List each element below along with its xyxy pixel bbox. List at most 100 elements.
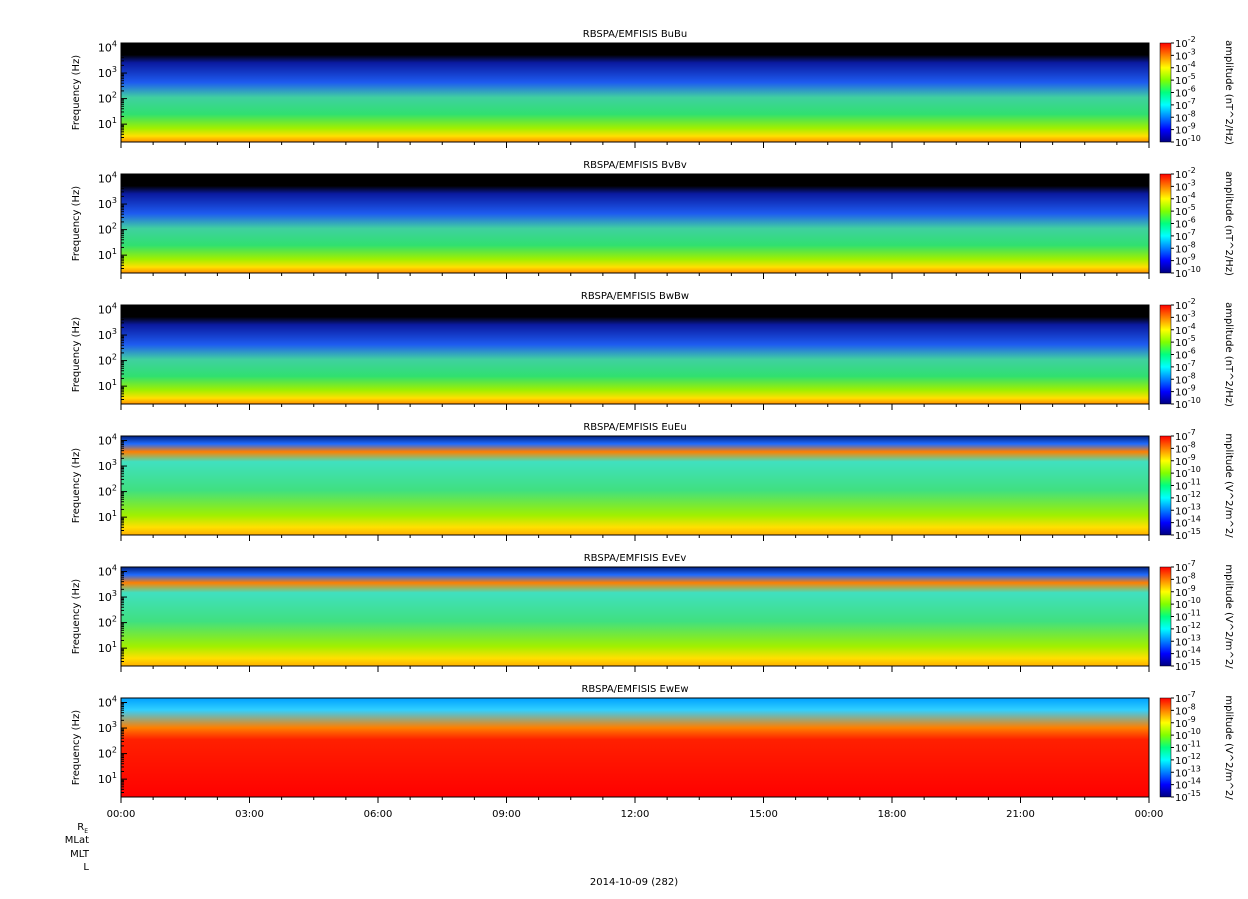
- spectrogram-image: [121, 43, 1149, 142]
- y-tick-label: 101: [98, 771, 117, 786]
- colorbar-label: mplitude (V^2/m^2/: [1223, 433, 1234, 538]
- ephemeris-label-mlat: MLat: [65, 835, 89, 846]
- ephemeris-label-mlt: MLT: [70, 849, 90, 860]
- colorbar-tick-label: 10-6: [1175, 85, 1196, 100]
- colorbar-tick-label: 10-4: [1175, 60, 1196, 75]
- colorbar-tick-label: 10-8: [1175, 571, 1196, 586]
- colorbar-tick-label: 10-9: [1175, 122, 1196, 137]
- colorbar-label: amplitude (nT^2/Hz): [1223, 40, 1234, 145]
- colorbar-tick-label: 10-7: [1175, 428, 1196, 443]
- colorbar: [1159, 697, 1172, 798]
- panel-frame: [120, 697, 1150, 798]
- colorbar-tick-label: 10-14: [1175, 646, 1201, 661]
- panel-title: RBSPA/EMFISIS BwBw: [581, 291, 689, 302]
- spectrogram-image: [121, 174, 1149, 273]
- y-tick-label: 103: [98, 458, 117, 473]
- ephemeris-label-re: RE: [77, 822, 88, 835]
- colorbar-tick-label: 10-12: [1175, 621, 1201, 636]
- y-tick-label: 104: [98, 39, 117, 54]
- colorbar-tick-label: 10-3: [1175, 47, 1196, 62]
- colorbar-label: amplitude (nT^2/Hz): [1223, 302, 1234, 407]
- panel-title: RBSPA/EMFISIS EvEv: [584, 553, 687, 564]
- panel-4: RBSPA/EMFISIS EuEu 101 102 103 104 Frequency …: [71, 422, 1234, 542]
- y-tick-label: 101: [98, 378, 117, 393]
- panel-6: RBSPA/EMFISIS EwEw 101 102 103 104 Frequency …: [71, 684, 1234, 804]
- y-tick-label: 103: [98, 196, 117, 211]
- y-tick-label: 101: [98, 509, 117, 524]
- spectrogram-image: [121, 567, 1149, 666]
- y-tick-label: 101: [98, 116, 117, 131]
- colorbar-tick-label: 10-11: [1175, 478, 1201, 493]
- colorbar-tick-label: 10-7: [1175, 228, 1196, 243]
- colorbar: [1159, 304, 1172, 405]
- colorbar-label: mplitude (V^2/m^2/: [1223, 564, 1234, 669]
- colorbar-tick-label: 10-5: [1175, 72, 1196, 87]
- colorbar-tick-label: 10-7: [1175, 690, 1196, 705]
- colorbar-tick-label: 10-10: [1175, 596, 1201, 611]
- colorbar-tick-label: 10-10: [1175, 465, 1201, 480]
- colorbar-tick-label: 10-5: [1175, 334, 1196, 349]
- colorbar-tick-label: 10-9: [1175, 453, 1196, 468]
- y-tick-label: 102: [98, 615, 117, 630]
- y-tick-label: 101: [98, 247, 117, 262]
- colorbar-tick-label: 10-3: [1175, 178, 1196, 193]
- x-tick-label: 03:00: [235, 809, 264, 820]
- colorbar-tick-label: 10-14: [1175, 777, 1201, 792]
- spectrogram-image: [121, 305, 1149, 404]
- colorbar-label: amplitude (nT^2/Hz): [1223, 171, 1234, 276]
- panel-frame: [120, 42, 1150, 143]
- y-tick-label: 102: [98, 91, 117, 106]
- colorbar-tick-label: 10-8: [1175, 702, 1196, 717]
- panel-title: RBSPA/EMFISIS EuEu: [583, 422, 686, 433]
- y-tick-label: 103: [98, 720, 117, 735]
- x-tick-label: 12:00: [621, 809, 650, 820]
- colorbar-tick-label: 10-10: [1175, 134, 1201, 149]
- y-tick-label: 102: [98, 484, 117, 499]
- colorbar-tick-label: 10-8: [1175, 109, 1196, 124]
- panel-2: RBSPA/EMFISIS BvBv 101 102 103 104 Frequency …: [71, 160, 1234, 280]
- colorbar-tick-label: 10-15: [1175, 527, 1201, 542]
- colorbar-tick-label: 10-12: [1175, 752, 1201, 767]
- y-tick-label: 102: [98, 353, 117, 368]
- panel-title: RBSPA/EMFISIS EwEw: [581, 684, 688, 695]
- y-tick-label: 104: [98, 432, 117, 447]
- x-tick-label: 18:00: [878, 809, 907, 820]
- colorbar-tick-label: 10-9: [1175, 253, 1196, 268]
- colorbar-tick-label: 10-8: [1175, 240, 1196, 255]
- colorbar-tick-label: 10-10: [1175, 396, 1201, 411]
- y-tick-label: 102: [98, 746, 117, 761]
- y-tick-label: 103: [98, 327, 117, 342]
- panel-frame: [120, 435, 1150, 536]
- panel-3: RBSPA/EMFISIS BwBw 101 102 103 104 Frequency …: [71, 291, 1234, 411]
- colorbar-tick-label: 10-4: [1175, 322, 1196, 337]
- colorbar-tick-label: 10-10: [1175, 727, 1201, 742]
- y-axis-label: Frequency (Hz): [71, 579, 82, 655]
- colorbar-tick-label: 10-11: [1175, 609, 1201, 624]
- colorbar-tick-label: 10-15: [1175, 658, 1201, 673]
- x-tick-label: 06:00: [364, 809, 393, 820]
- colorbar-tick-label: 10-12: [1175, 490, 1201, 505]
- y-axis-label: Frequency (Hz): [71, 317, 82, 393]
- colorbar-tick-label: 10-13: [1175, 633, 1201, 648]
- y-axis-label: Frequency (Hz): [71, 55, 82, 131]
- colorbar-tick-label: 10-8: [1175, 440, 1196, 455]
- y-tick-label: 103: [98, 65, 117, 80]
- colorbar-tick-label: 10-3: [1175, 309, 1196, 324]
- colorbar-tick-label: 10-13: [1175, 502, 1201, 517]
- x-tick-label: 00:00: [107, 809, 136, 820]
- y-tick-label: 101: [98, 640, 117, 655]
- x-tick-label: 15:00: [749, 809, 778, 820]
- panel-frame: [120, 173, 1150, 274]
- spectrogram-image: [121, 698, 1149, 797]
- panel-frame: [120, 304, 1150, 405]
- colorbar: [1159, 42, 1172, 143]
- colorbar: [1159, 435, 1172, 536]
- spectrogram-image: [121, 436, 1149, 535]
- colorbar: [1159, 566, 1172, 667]
- colorbar-tick-label: 10-7: [1175, 359, 1196, 374]
- colorbar-tick-label: 10-8: [1175, 371, 1196, 386]
- date-label: 2014-10-09 (282): [590, 877, 678, 888]
- ephemeris-label-l: L: [83, 862, 89, 873]
- colorbar-tick-label: 10-13: [1175, 764, 1201, 779]
- colorbar-tick-label: 10-11: [1175, 740, 1201, 755]
